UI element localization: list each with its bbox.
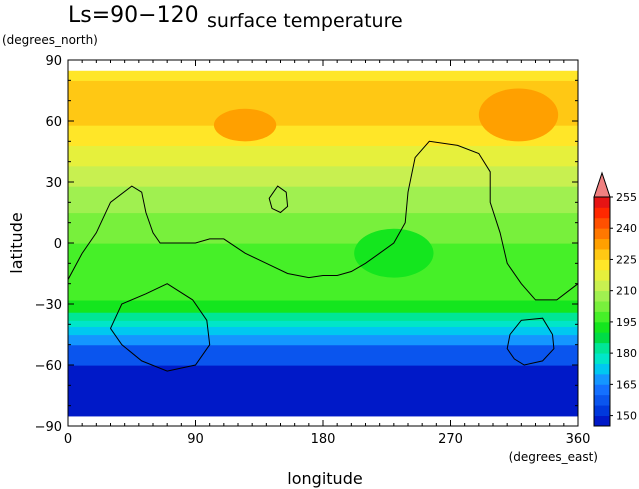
colorbar-segment bbox=[594, 259, 610, 271]
y-axis-label: latitude bbox=[7, 212, 26, 273]
x-tick-label: 180 bbox=[311, 432, 336, 447]
colorbar-segment bbox=[594, 342, 610, 354]
colorbar-label: 195 bbox=[616, 316, 637, 329]
x-axis-label: longitude bbox=[287, 469, 362, 488]
colorbar-segment bbox=[594, 394, 610, 406]
x-tick-label: 360 bbox=[566, 432, 591, 447]
colorbar-label: 210 bbox=[616, 285, 637, 298]
colorbar-label: 165 bbox=[616, 378, 637, 391]
heat-band-4 bbox=[68, 326, 578, 336]
crater-c-contour bbox=[268, 185, 289, 214]
colorbar-segment bbox=[594, 228, 610, 240]
heat-band-2 bbox=[68, 344, 578, 366]
colorbar-segment bbox=[594, 269, 610, 281]
heat-band-5 bbox=[68, 320, 578, 327]
x-axis: 0 90 180 270 360 bbox=[64, 60, 591, 447]
colorbar-segment bbox=[594, 301, 610, 312]
colorbar-segment bbox=[594, 207, 610, 219]
colorbar-segment bbox=[594, 217, 610, 229]
y-tick-label: −90 bbox=[35, 420, 62, 435]
crater-a-contour bbox=[109, 283, 211, 372]
heatmap bbox=[68, 60, 578, 426]
heat-band-6 bbox=[68, 312, 578, 321]
heat-band-14 bbox=[68, 125, 578, 146]
y-tick-label: −60 bbox=[35, 359, 62, 374]
colorbar-segment bbox=[594, 373, 610, 385]
colorbar-segment bbox=[594, 290, 610, 302]
chart-title: surface temperature bbox=[207, 10, 403, 32]
crater-b-contour bbox=[506, 317, 555, 366]
y-unit: (degrees_north) bbox=[2, 33, 98, 47]
x-tick-label: 90 bbox=[187, 432, 204, 447]
y-tick-label: 60 bbox=[45, 115, 62, 130]
colorbar: 150 165 180 195 210 225 240 255 bbox=[593, 171, 637, 427]
colorbar-label: 255 bbox=[616, 191, 637, 204]
colorbar-segment bbox=[594, 384, 610, 396]
heat-band-13 bbox=[68, 145, 578, 167]
x-tick-label: 270 bbox=[438, 432, 463, 447]
colorbar-segment bbox=[594, 311, 610, 323]
heat-band-11 bbox=[68, 186, 578, 214]
colorbar-segment bbox=[594, 197, 610, 208]
heat-patch-2 bbox=[478, 88, 559, 142]
heat-band-3 bbox=[68, 334, 578, 346]
y-tick-label: 90 bbox=[45, 54, 62, 69]
colorbar-segment bbox=[594, 238, 610, 250]
y-tick-label: 0 bbox=[54, 237, 62, 252]
colorbar-label: 240 bbox=[616, 222, 637, 235]
colorbar-frame bbox=[593, 196, 611, 427]
heat-band-9 bbox=[68, 243, 578, 275]
y-tick-label: −30 bbox=[35, 298, 62, 313]
y-axis: −90 −60 −30 0 30 60 90 bbox=[35, 54, 578, 435]
heat-patch-3 bbox=[354, 228, 434, 278]
colorbar-label: 180 bbox=[616, 347, 637, 360]
heat-band-7 bbox=[68, 299, 578, 313]
heat-band-12 bbox=[68, 165, 578, 187]
chart-title-prefix: Ls=90−120 bbox=[68, 3, 199, 28]
colorbar-arrow bbox=[593, 171, 611, 198]
heat-band-10 bbox=[68, 212, 578, 244]
x-tick-label: 0 bbox=[64, 432, 72, 447]
colorbar-segment bbox=[594, 280, 610, 292]
colorbar-segment bbox=[594, 353, 610, 364]
coastline-contour bbox=[68, 140, 578, 301]
colorbar-segment bbox=[594, 415, 610, 427]
heat-patch-1 bbox=[213, 108, 277, 142]
colorbar-segment bbox=[594, 405, 610, 416]
colorbar-segment bbox=[594, 321, 610, 333]
colorbar-segment bbox=[594, 332, 610, 344]
contour-lines bbox=[68, 140, 578, 372]
colorbar-label: 225 bbox=[616, 253, 637, 266]
y-tick-label: 30 bbox=[45, 176, 62, 191]
x-unit: (degrees_east) bbox=[509, 450, 598, 464]
colorbar-segment bbox=[594, 363, 610, 375]
heat-band-8 bbox=[68, 273, 578, 301]
colorbar-segment bbox=[594, 249, 610, 260]
heat-band-1 bbox=[68, 365, 578, 417]
heat-band-16 bbox=[68, 70, 578, 81]
colorbar-label: 150 bbox=[616, 410, 637, 423]
